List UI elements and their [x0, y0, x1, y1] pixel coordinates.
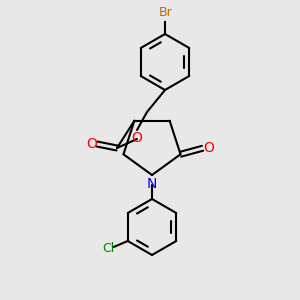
Text: Br: Br: [159, 6, 173, 19]
Text: O: O: [87, 137, 98, 151]
Text: O: O: [203, 141, 214, 155]
Text: N: N: [147, 177, 157, 191]
Text: O: O: [132, 131, 142, 145]
Text: Cl: Cl: [103, 242, 115, 256]
